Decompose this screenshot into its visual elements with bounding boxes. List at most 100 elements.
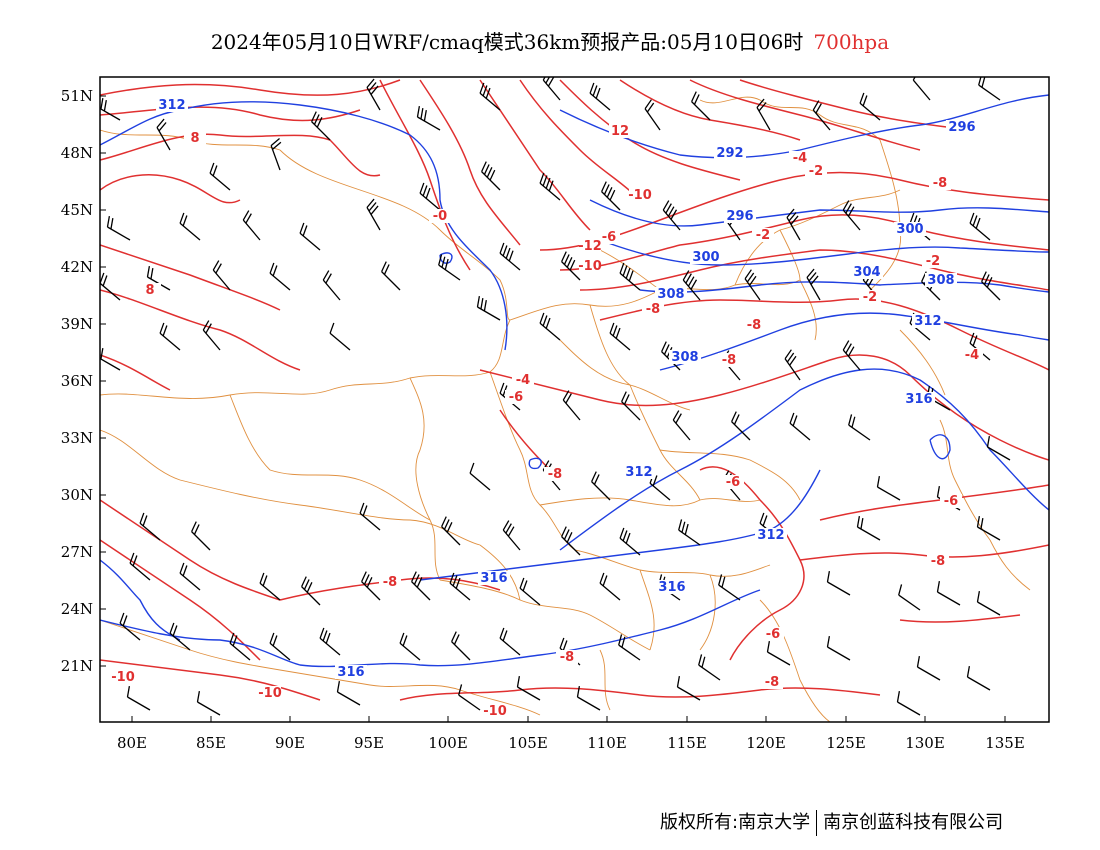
- temperature-isotherm: [639, 687, 881, 698]
- temperature-label: -8: [383, 575, 397, 590]
- temperature-label: -8: [646, 302, 660, 317]
- temperature-isotherm: [479, 354, 1049, 461]
- wind-barb: [322, 270, 341, 301]
- wind-barb: [329, 322, 351, 351]
- wind-barb: [361, 571, 381, 601]
- temperature-label: -10: [628, 188, 652, 203]
- height-label: 312: [158, 98, 185, 113]
- wind-barb: [896, 691, 921, 716]
- wind-barb: [621, 391, 641, 421]
- wind-barb: [562, 390, 581, 421]
- wind-barb: [449, 572, 471, 601]
- border-line: [759, 599, 831, 722]
- border-line: [100, 319, 511, 399]
- temperature-isotherm: [599, 298, 1049, 371]
- height-label: 296: [948, 120, 975, 135]
- temperature-label: -4: [516, 373, 530, 388]
- lat-tick-label: 36N: [61, 372, 93, 390]
- temperature-label: -8: [765, 675, 779, 690]
- lon-tick-label: 115E: [667, 734, 707, 752]
- temperature-isotherm: [519, 79, 641, 201]
- wind-barb: [978, 77, 1001, 101]
- wind-barb: [826, 636, 851, 661]
- wind-barb: [139, 512, 161, 541]
- wind-barb: [336, 681, 361, 706]
- lon-tick-label: 110E: [587, 734, 627, 752]
- border-line: [599, 649, 611, 711]
- lat-tick-label: 42N: [61, 258, 93, 276]
- wind-barb: [479, 82, 501, 111]
- title-main: 2024年05月10日WRF/cmaq模式36km预报产品:05月10日06时: [210, 30, 804, 54]
- wind-barb: [416, 106, 441, 131]
- wind-barb: [269, 262, 291, 291]
- wind-barb: [191, 521, 211, 551]
- wind-barb: [502, 520, 521, 551]
- wind-barb: [619, 262, 641, 291]
- border-line: [589, 304, 701, 501]
- wind-barb: [731, 411, 751, 441]
- temperature-label: 8: [145, 283, 154, 298]
- wind-barb: [319, 627, 341, 656]
- wind-barb: [481, 161, 501, 191]
- height-contour: [589, 199, 1049, 227]
- wind-barb: [936, 581, 961, 606]
- temperature-isotherm: [379, 79, 471, 271]
- wind-barb: [381, 261, 401, 291]
- temperature-label: -8: [560, 650, 574, 665]
- temperature-isotherm: [100, 174, 241, 204]
- wind-barb: [156, 118, 171, 151]
- height-contours: [100, 94, 1049, 668]
- lat-tick-label: 24N: [61, 600, 93, 618]
- footer-divider: [816, 810, 818, 836]
- temperature-isotherm: [579, 249, 1049, 291]
- wind-barb: [618, 634, 641, 661]
- temperature-isotherm: [559, 214, 1049, 271]
- wind-barb: [599, 572, 621, 601]
- height-contour: [419, 469, 821, 581]
- height-label: 316: [905, 392, 932, 407]
- wind-barb: [969, 212, 991, 241]
- wind-barb: [678, 519, 701, 546]
- temperature-label: -6: [944, 494, 958, 509]
- border-line: [659, 449, 801, 501]
- temperature-isotherm: [100, 659, 321, 701]
- wind-barb: [366, 78, 381, 111]
- wind-barb: [299, 222, 321, 251]
- wind-barb: [499, 242, 521, 271]
- temperature-isotherm: [100, 133, 381, 177]
- border-line: [734, 189, 901, 286]
- border-line: [539, 497, 761, 507]
- border-line: [439, 229, 511, 321]
- province-borders: [100, 96, 1031, 722]
- height-contour: [659, 312, 1049, 371]
- temperature-label: -10: [483, 704, 507, 719]
- wind-barb: [589, 82, 611, 111]
- border-line: [229, 394, 431, 521]
- temperature-label: 8: [190, 131, 199, 146]
- height-contour: [559, 368, 1049, 551]
- temperature-isotherm: [100, 539, 261, 661]
- temperature-isotherm: [739, 79, 971, 131]
- wind-barb: [812, 100, 831, 131]
- height-contour: [639, 281, 1049, 293]
- temperature-label: -4: [793, 151, 807, 166]
- border-line: [279, 149, 441, 231]
- wind-barb: [419, 182, 441, 211]
- height-label: 308: [671, 350, 698, 365]
- wind-barb: [691, 91, 711, 121]
- wind-barb: [981, 271, 1001, 301]
- wind-barb: [229, 632, 251, 661]
- temperature-isotherm: [100, 106, 361, 122]
- wind-barb: [516, 676, 541, 701]
- wind-barb: [744, 269, 761, 301]
- wind-barb: [411, 571, 431, 601]
- wind-barb: [269, 632, 291, 661]
- temperature-label: -10: [258, 686, 282, 701]
- wind-barb: [976, 516, 1001, 541]
- temperature-isotherm: [479, 79, 591, 231]
- temperature-contours: [100, 79, 1049, 701]
- lat-tick-label: 39N: [61, 315, 93, 333]
- wind-barb: [270, 137, 282, 171]
- company-text: 南京创蓝科技有限公司: [823, 812, 1004, 833]
- border-line: [489, 371, 576, 551]
